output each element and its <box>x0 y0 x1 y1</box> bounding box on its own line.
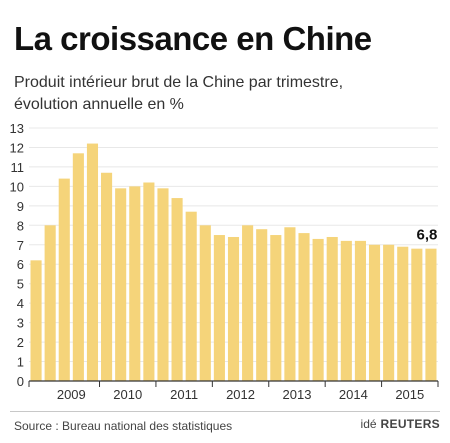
y-tick-label: 1 <box>17 355 24 370</box>
y-tick-label: 10 <box>10 179 24 194</box>
bar <box>185 211 197 381</box>
bar <box>425 248 437 381</box>
reuters-logo: idé REUTERS <box>361 417 440 431</box>
y-tick-label: 12 <box>10 140 24 155</box>
bar <box>143 182 155 381</box>
bar <box>86 143 99 381</box>
bar <box>115 188 127 381</box>
bar <box>30 260 42 381</box>
x-year-label: 2013 <box>283 387 312 402</box>
y-tick-label: 4 <box>17 296 24 311</box>
logo-name: REUTERS <box>380 417 440 431</box>
y-tick-label: 13 <box>10 121 24 136</box>
bar <box>340 240 352 381</box>
bar <box>213 235 225 381</box>
x-year-label: 2015 <box>395 387 424 402</box>
x-year-label: 2009 <box>57 387 86 402</box>
bar <box>242 225 254 381</box>
bar <box>312 238 324 381</box>
bar <box>368 244 381 381</box>
bar <box>383 244 395 381</box>
logo-prefix: idé <box>360 417 377 431</box>
y-tick-label: 6 <box>17 257 24 272</box>
subtitle-line-1: Produit intérieur brut de la Chine par t… <box>14 74 344 91</box>
y-tick-label: 11 <box>11 160 25 175</box>
bar <box>72 153 84 381</box>
bar <box>256 229 268 381</box>
bar <box>157 188 169 381</box>
footer-divider <box>10 411 440 412</box>
bar <box>199 225 211 381</box>
subtitle-line-2: évolution annuelle en % <box>14 96 184 113</box>
bar <box>411 248 423 381</box>
chart-subtitle: Produit intérieur brut de la Chine par t… <box>14 72 343 116</box>
y-tick-label: 8 <box>17 218 24 233</box>
x-year-label: 2011 <box>170 387 198 402</box>
bar <box>171 198 183 381</box>
y-tick-label: 7 <box>17 238 24 253</box>
bar <box>227 236 240 381</box>
bar <box>44 225 56 381</box>
bar <box>354 240 366 381</box>
bar <box>326 236 338 381</box>
bar <box>129 186 141 381</box>
bar <box>284 227 296 381</box>
bar <box>101 172 113 381</box>
y-tick-label: 3 <box>17 316 24 331</box>
y-tick-label: 9 <box>17 199 24 214</box>
y-tick-label: 2 <box>17 335 24 350</box>
y-tick-label: 5 <box>17 277 24 292</box>
bar <box>397 246 409 381</box>
last-value-label: 6,8 <box>417 227 438 244</box>
x-year-label: 2010 <box>113 387 142 402</box>
source-note: Source : Bureau national des statistique… <box>14 419 233 433</box>
bar <box>298 233 310 381</box>
x-year-label: 2012 <box>226 387 255 402</box>
bar <box>270 235 282 381</box>
chart-title: La croissance en Chine <box>14 20 372 57</box>
bar <box>58 178 70 381</box>
y-tick-label: 0 <box>17 374 24 389</box>
x-year-label: 2014 <box>339 387 368 402</box>
